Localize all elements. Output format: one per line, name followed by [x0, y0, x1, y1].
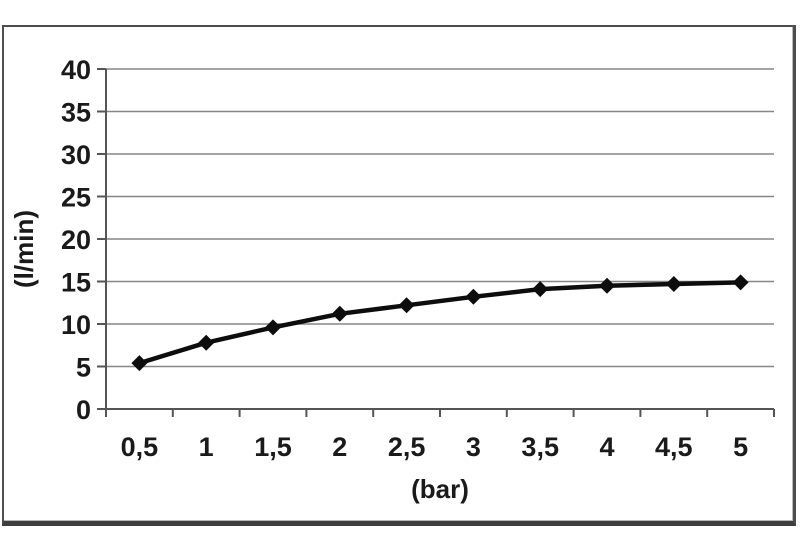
data-point-marker	[732, 274, 749, 291]
data-series	[131, 274, 749, 372]
y-tick-label: 25	[61, 183, 91, 213]
y-tick-label: 20	[61, 225, 91, 255]
y-tick-label: 10	[61, 310, 91, 340]
data-point-marker	[532, 281, 549, 298]
x-tick-label: 3,5	[521, 432, 559, 462]
chart-frame	[2, 25, 796, 526]
y-axis-title: (l/min)	[9, 210, 39, 288]
y-axis	[97, 68, 107, 410]
x-tick-label: 4,5	[655, 432, 693, 462]
data-point-marker	[398, 297, 415, 314]
x-tick-label: 1,5	[254, 432, 292, 462]
data-point-marker	[665, 276, 682, 293]
data-point-marker	[465, 288, 482, 305]
y-tick-label: 15	[61, 268, 91, 298]
y-tick-label: 30	[61, 140, 91, 170]
y-tick-label: 40	[61, 55, 91, 85]
data-point-marker	[331, 305, 348, 322]
x-tick-label: 1	[199, 432, 214, 462]
x-tick-labels: 0,5 1 1,5 2 2,5 3 3,5 4 4,5 5	[121, 432, 748, 462]
y-tick-label: 0	[76, 395, 91, 425]
x-tick-label: 2	[332, 432, 347, 462]
series-line	[137, 280, 743, 366]
y-tick-label: 35	[61, 98, 91, 128]
x-axis-title: (bar)	[411, 474, 469, 504]
x-tick-label: 4	[599, 432, 614, 462]
y-tick-label: 5	[76, 353, 91, 383]
x-tick-label: 0,5	[121, 432, 159, 462]
gridlines	[106, 68, 774, 368]
data-point-marker	[131, 355, 148, 372]
data-point-marker	[599, 277, 615, 294]
data-point-marker	[265, 319, 281, 336]
y-tick-labels: 0 5 10 15 20 25 30 35 40	[61, 55, 91, 425]
x-tick-label: 2,5	[388, 432, 426, 462]
x-tick-label: 3	[466, 432, 481, 462]
x-tick-label: 5	[733, 432, 748, 462]
x-axis	[105, 408, 775, 417]
data-point-marker	[198, 334, 215, 351]
